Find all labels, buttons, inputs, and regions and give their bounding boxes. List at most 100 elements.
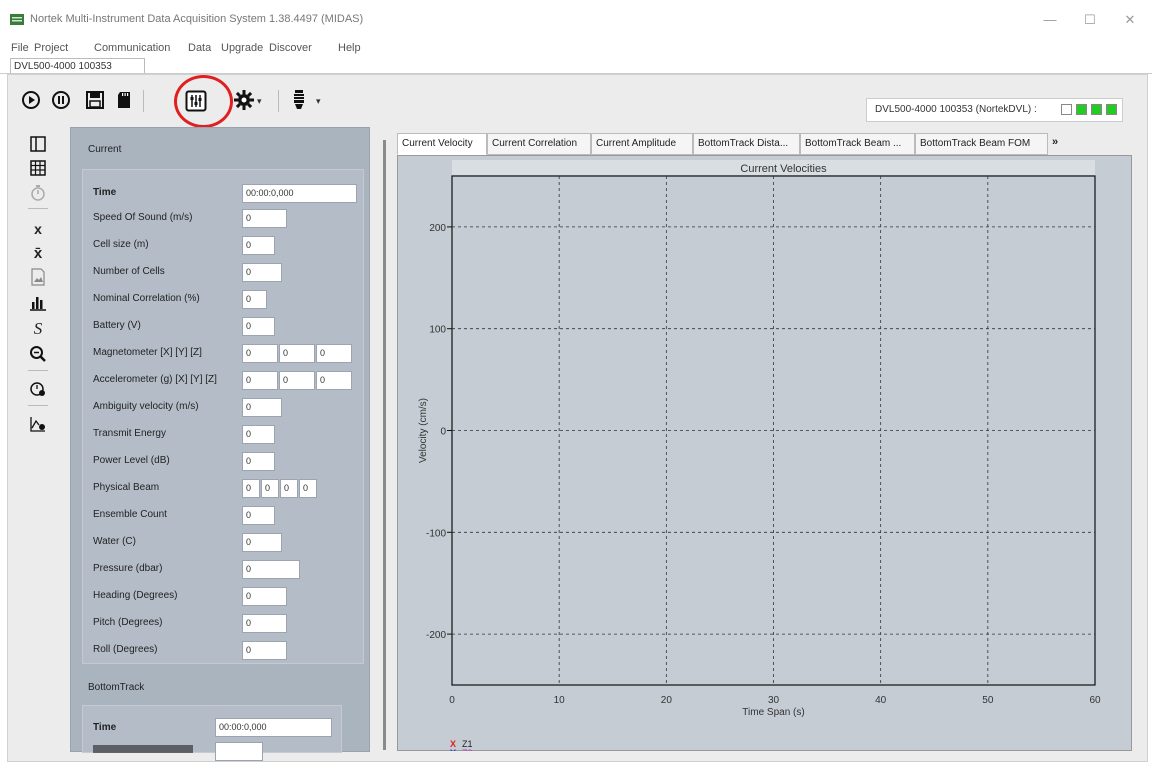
side-panel-toggle-button[interactable]	[27, 133, 49, 155]
field-value[interactable]: 0	[242, 317, 275, 336]
velocity-chart[interactable]: Current Velocities 0 10 20 30 40 50 60 200 100 0 -1…	[397, 155, 1132, 751]
field-value[interactable]: 0	[242, 506, 275, 525]
chart-tab[interactable]: Current Velocity	[397, 133, 487, 155]
bottomtrack-time-field[interactable]: 00:00:0,000	[215, 718, 332, 737]
bottomtrack-cutoff-field[interactable]	[215, 742, 263, 761]
close-button[interactable]: ✕	[1124, 12, 1136, 27]
tab-overflow-button[interactable]: »	[1052, 136, 1059, 148]
clock-settings-button[interactable]	[27, 378, 49, 400]
toolbar-separator	[143, 90, 144, 112]
chart-gear-icon	[30, 417, 45, 432]
annotation-highlight-circle	[174, 75, 233, 128]
field-label: Water (C)	[93, 536, 136, 547]
field-value[interactable]: 0	[242, 290, 267, 309]
chart-tab[interactable]: BottomTrack Dista...	[693, 133, 800, 155]
sd-card-icon	[118, 92, 130, 108]
field-value-part[interactable]: 0	[280, 479, 298, 498]
field-label: Pitch (Degrees)	[93, 617, 163, 628]
minimize-button[interactable]: —	[1043, 12, 1057, 27]
bar-chart-icon	[30, 297, 46, 311]
panel-icon	[30, 136, 46, 152]
field-label: Time	[93, 187, 117, 198]
field-value-part[interactable]: 0	[261, 479, 279, 498]
zoom-button[interactable]	[27, 343, 49, 365]
field-value[interactable]: 0	[242, 425, 275, 444]
x-tick-label: 30	[768, 695, 780, 706]
legend-label: Z1	[462, 739, 473, 749]
field-value[interactable]: 0	[242, 263, 282, 282]
chart-settings-button[interactable]	[27, 413, 49, 435]
legend-label: Z2	[462, 748, 473, 751]
settings-dropdown-arrow[interactable]: ▾	[257, 96, 262, 106]
field-value[interactable]: 0	[242, 614, 287, 633]
menu-bar	[0, 38, 1152, 58]
current-group-title: Current	[88, 144, 122, 155]
clock-gear-icon	[30, 382, 45, 396]
grid-icon	[30, 160, 46, 176]
field-value-part[interactable]: 0	[316, 371, 352, 390]
menu-communication[interactable]: Communication	[94, 42, 171, 54]
field-value-part[interactable]: 0	[242, 479, 260, 498]
menu-discover[interactable]: Discover	[269, 42, 312, 54]
field-label: Heading (Degrees)	[93, 590, 178, 601]
panel-splitter[interactable]	[383, 140, 386, 750]
field-label: Transmit Energy	[93, 428, 166, 439]
grid-view-button[interactable]	[27, 157, 49, 179]
play-button[interactable]	[20, 88, 42, 112]
field-label: Number of Cells	[93, 266, 165, 277]
chart-tab[interactable]: BottomTrack Beam ...	[800, 133, 915, 155]
script-button[interactable]: S	[33, 319, 43, 338]
field-value[interactable]: 0	[242, 560, 300, 579]
sd-card-button[interactable]	[114, 88, 136, 112]
field-value[interactable]: 0	[242, 587, 287, 606]
chart-tab[interactable]: Current Correlation	[487, 133, 591, 155]
pause-button[interactable]	[50, 88, 72, 112]
instrument-dropdown-arrow[interactable]: ▾	[316, 96, 321, 106]
current-group-box	[82, 169, 364, 664]
pause-circle-icon	[52, 91, 70, 109]
menu-upgrade[interactable]: Upgrade	[221, 42, 264, 54]
menu-project[interactable]: Project	[34, 42, 69, 54]
chart-title: Current Velocities	[740, 163, 827, 175]
field-value[interactable]: 0	[242, 209, 287, 228]
field-value[interactable]: 00:00:0,000	[242, 184, 357, 203]
status-led-green	[1091, 104, 1102, 115]
save-button[interactable]	[84, 88, 106, 112]
field-label: Roll (Degrees)	[93, 644, 158, 655]
legend-marker: X	[450, 739, 456, 749]
field-value-part[interactable]: 0	[279, 371, 315, 390]
field-label: Ensemble Count	[93, 509, 167, 520]
field-value-part[interactable]: 0	[242, 371, 278, 390]
menu-data[interactable]: Data	[188, 42, 212, 54]
instrument-button[interactable]	[288, 88, 310, 112]
field-value[interactable]: 0	[242, 641, 287, 660]
field-value[interactable]: 0	[242, 398, 282, 417]
field-value[interactable]: 0	[242, 533, 282, 552]
settings-button[interactable]	[233, 88, 255, 112]
field-label: Pressure (dbar)	[93, 563, 163, 574]
app-icon	[10, 14, 24, 25]
field-value-part[interactable]: 0	[242, 344, 278, 363]
histogram-button[interactable]	[27, 292, 49, 314]
x-tick-label: 20	[661, 695, 673, 706]
x-mean-button[interactable]: x̄	[33, 244, 43, 262]
menu-help[interactable]: Help	[338, 42, 361, 54]
maximize-button[interactable]: ☐	[1084, 12, 1096, 27]
image-button[interactable]	[27, 266, 49, 288]
field-label: Accelerometer (g) [X] [Y] [Z]	[93, 374, 217, 385]
field-value-part[interactable]: 0	[279, 344, 315, 363]
chart-tab[interactable]: BottomTrack Beam FOM	[915, 133, 1048, 155]
field-value[interactable]: 0	[242, 452, 275, 471]
field-value-part[interactable]: 0	[316, 344, 352, 363]
chart-tab[interactable]: Current Amplitude	[591, 133, 693, 155]
field-label: Physical Beam	[93, 482, 160, 493]
side-separator	[28, 208, 48, 209]
document-tab[interactable]: DVL500-4000 100353	[10, 58, 145, 73]
field-value[interactable]: 0	[242, 236, 275, 255]
x-button[interactable]: x	[34, 221, 42, 237]
field-value-part[interactable]: 0	[299, 479, 317, 498]
field-label: Speed Of Sound (m/s)	[93, 212, 193, 223]
menu-file[interactable]: File	[11, 42, 29, 54]
stopwatch-button[interactable]	[27, 182, 49, 204]
x-tick-label: 50	[982, 695, 994, 706]
